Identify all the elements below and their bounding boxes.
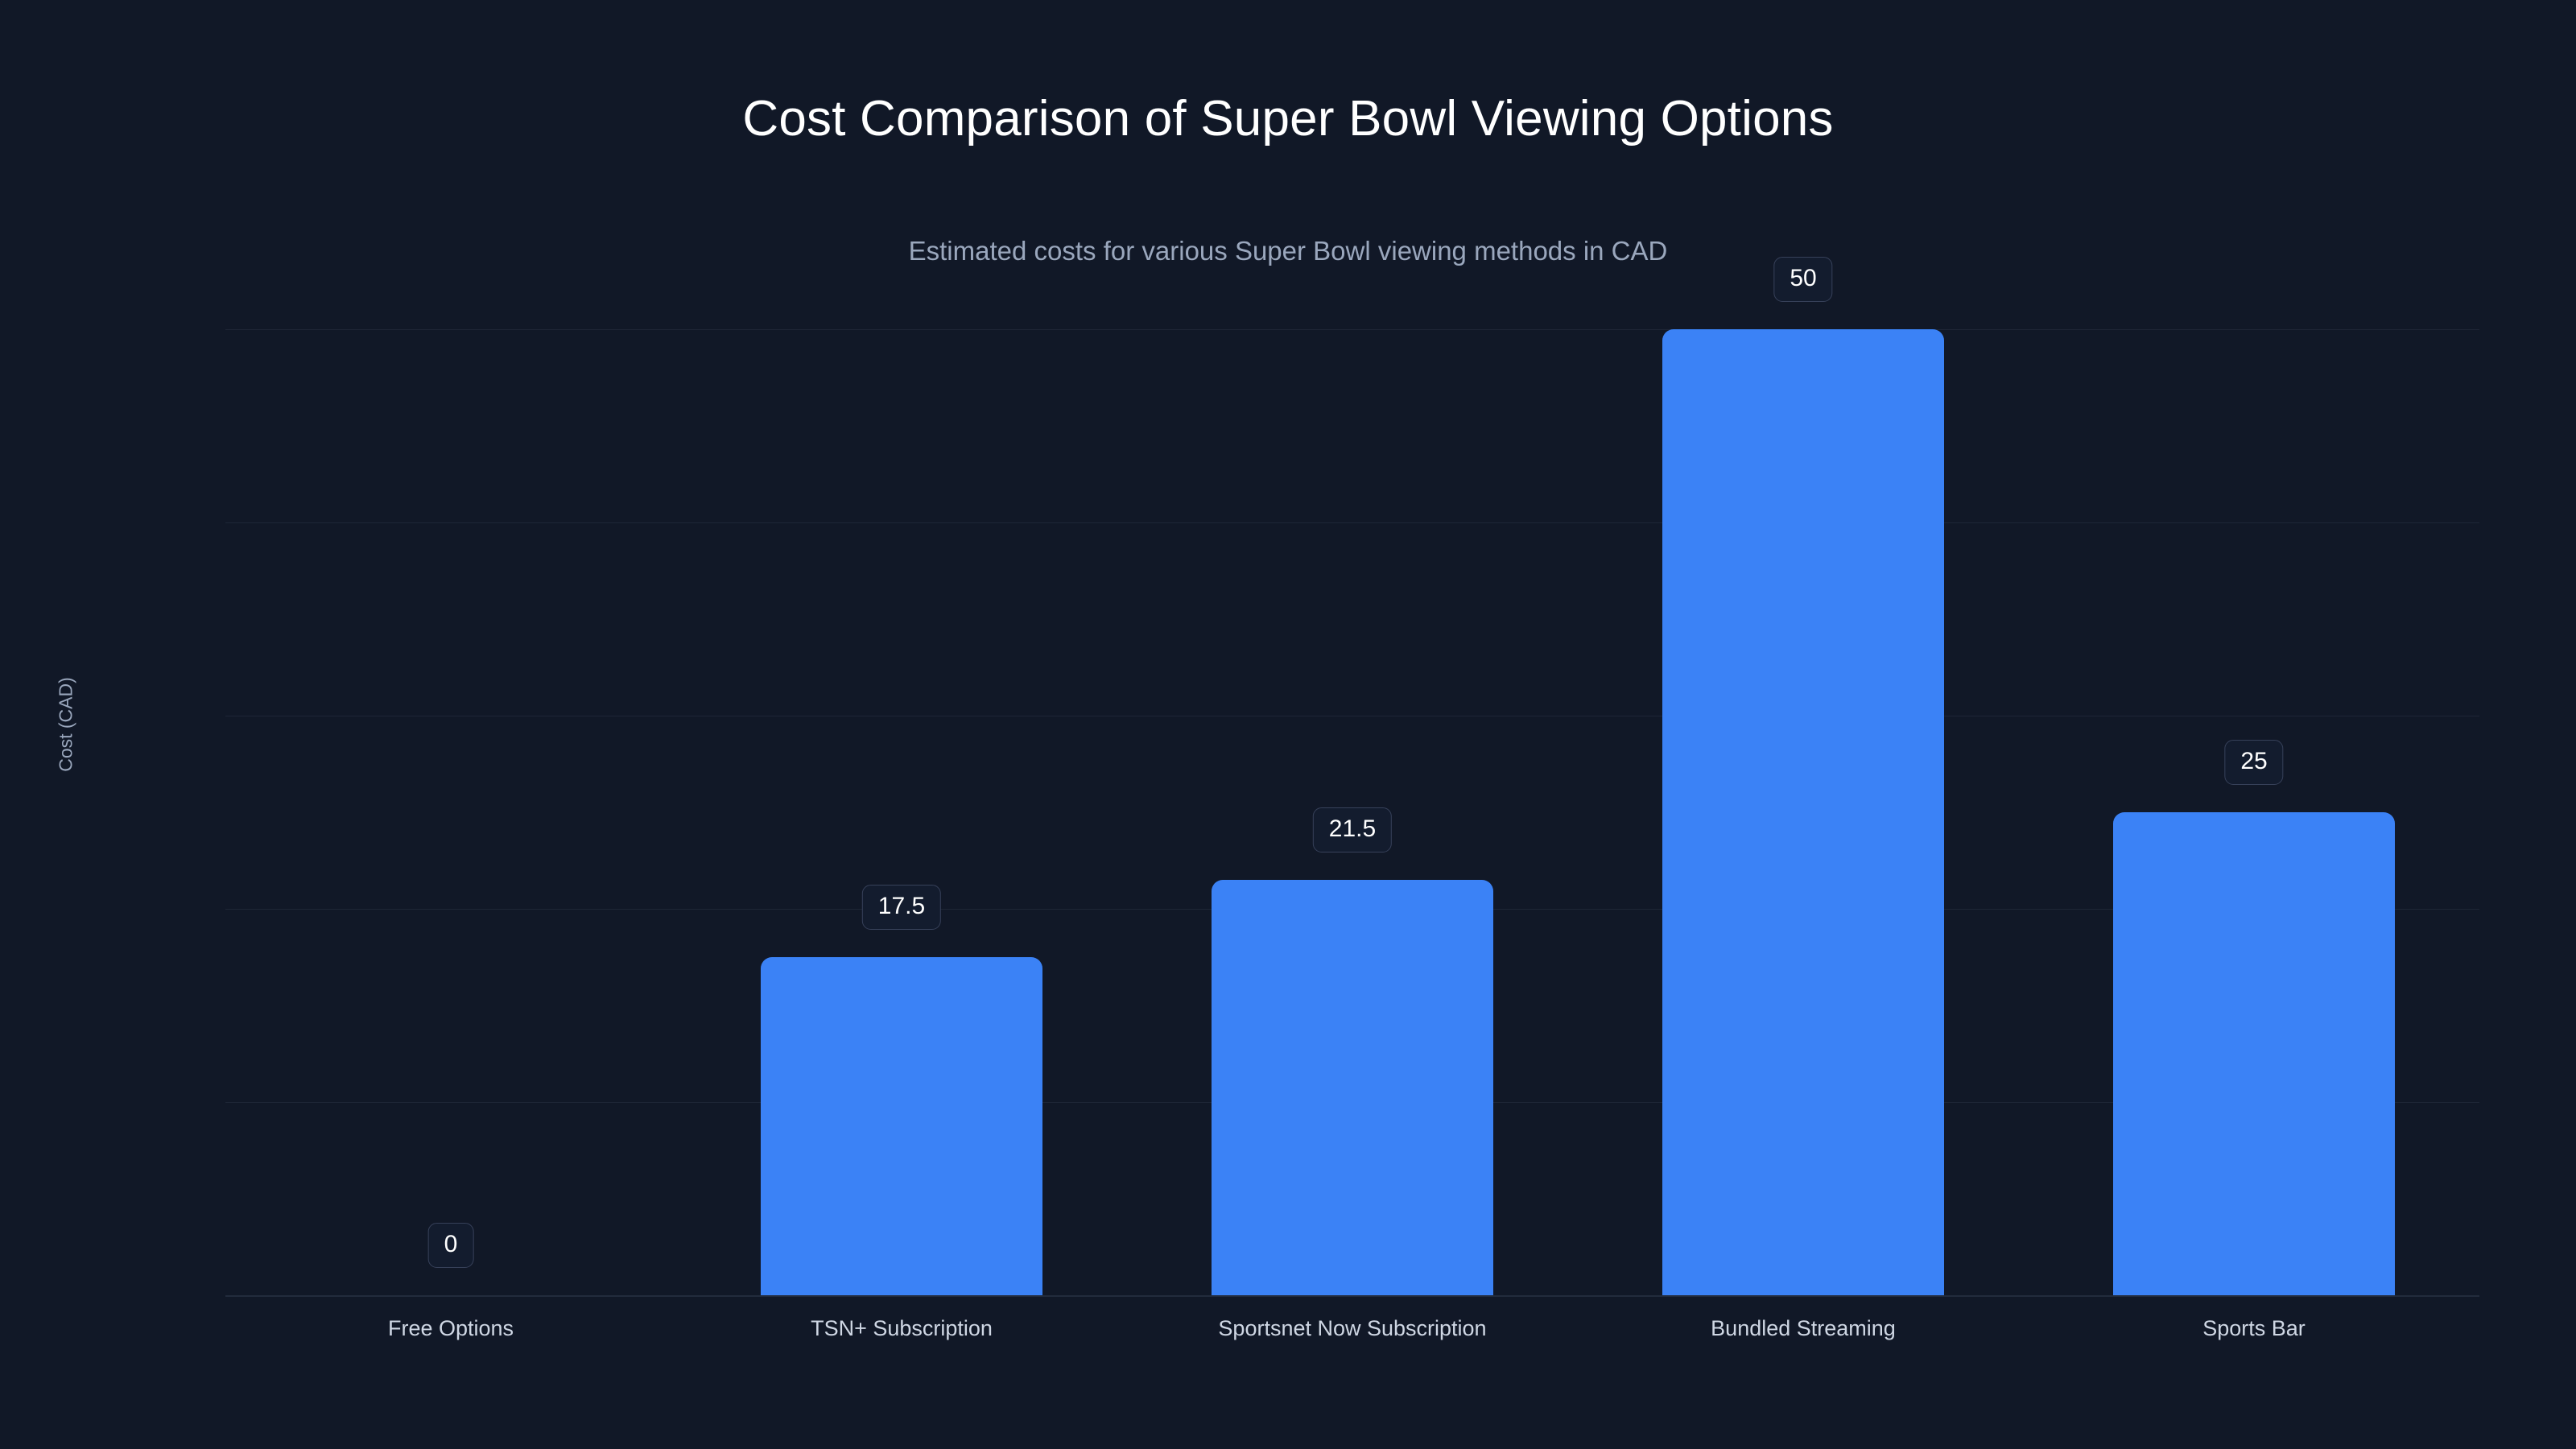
bar-value-label: 0	[427, 1223, 474, 1268]
bar-group[interactable]: 17.5 TSN+ Subscription	[761, 329, 1042, 1340]
bar[interactable]	[2113, 812, 2395, 1295]
bar-value-label: 17.5	[861, 885, 942, 930]
bar[interactable]	[1212, 880, 1493, 1295]
gridline	[225, 1295, 2479, 1297]
bar-value-label: 25	[2224, 740, 2284, 785]
x-axis-tick-label: TSN+ Subscription	[811, 1316, 993, 1340]
x-axis-tick-label: Bundled Streaming	[1711, 1316, 1896, 1340]
chart-subtitle: Estimated costs for various Super Bowl v…	[908, 236, 1668, 266]
y-axis-title: Cost (CAD)	[55, 677, 76, 772]
bar-value-label: 21.5	[1312, 807, 1393, 852]
gridline	[225, 329, 2479, 330]
bar-group[interactable]: 0 Free Options	[310, 329, 592, 1340]
x-axis-tick-label: Free Options	[387, 1316, 514, 1340]
gridline	[225, 522, 2479, 523]
bar-value-label: 50	[1773, 257, 1833, 302]
x-axis-tick-label: Sportsnet Now Subscription	[1218, 1316, 1487, 1340]
bar[interactable]	[1662, 329, 1944, 1295]
bar-group[interactable]: 25 Sports Bar	[2113, 329, 2395, 1340]
x-axis-tick-label: Sports Bar	[2202, 1316, 2306, 1340]
bar-group[interactable]: 50 Bundled Streaming	[1662, 257, 1944, 1340]
bar-group[interactable]: 21.5 Sportsnet Now Subscription	[1212, 329, 1493, 1340]
bar[interactable]	[761, 957, 1042, 1295]
page-title: Cost Comparison of Super Bowl Viewing Op…	[742, 91, 1834, 147]
